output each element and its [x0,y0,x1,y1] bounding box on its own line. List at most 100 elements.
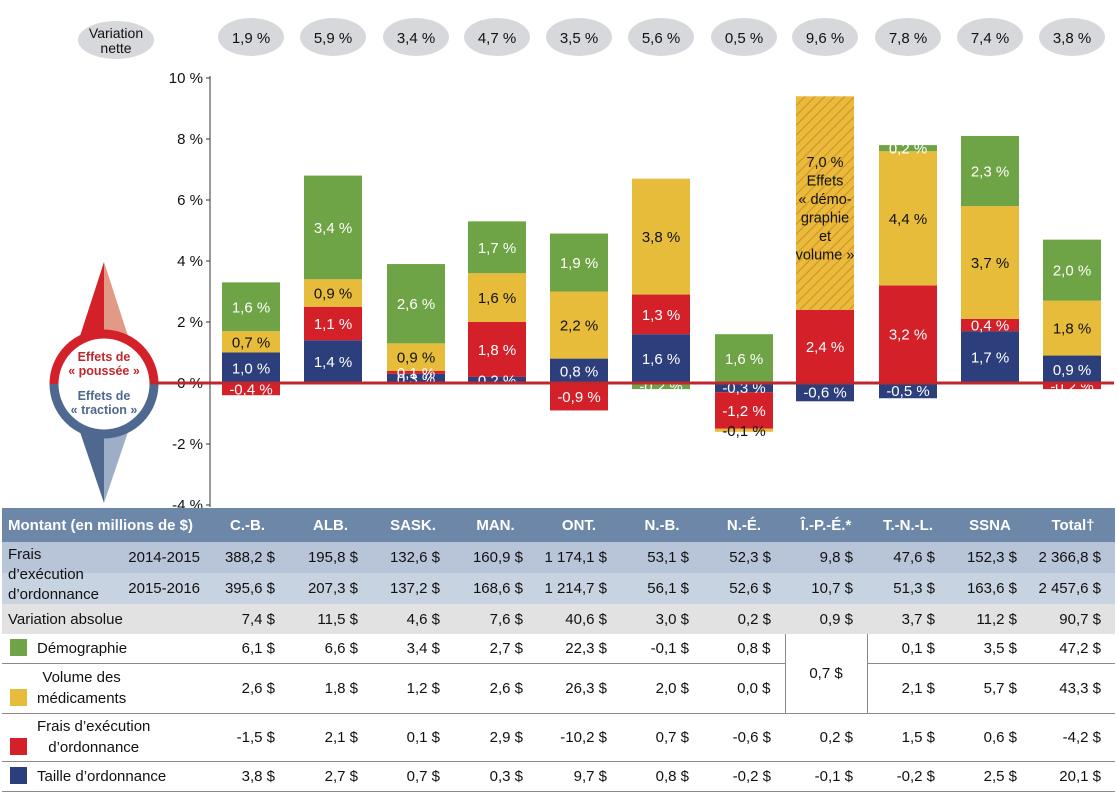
bar-label-demographics: 3,4 % [314,220,352,237]
fee-value: 1 214,7 $ [537,573,621,604]
compass-push-arc [49,329,159,385]
push-label: « poussée » [68,364,140,378]
bar-label-dispensing_fee: -1,2 % [722,403,765,420]
absolute-change-value: 0,2 $ [703,604,785,634]
bar-segment-prescription_size [304,340,362,383]
net-change-pill [957,18,1023,56]
bar-label-dispensing_fee: 0,1 % [397,365,435,382]
dispensing-fee-value: -1,5 $ [206,713,289,762]
net-change-value: 9,6 % [806,30,844,47]
fee-value: 132,6 $ [372,542,454,573]
prescription-size-label: Taille d’ordonnance [2,761,206,792]
bar-label-volume: 3,8 % [642,229,680,246]
fee-value: 10,7 $ [785,573,867,604]
net-change-value: 3,8 % [1053,30,1091,47]
fee-value: 160,9 $ [454,542,537,573]
bar-label-dispensing_fee: 2,4 % [806,339,844,356]
bar-label-demographics: 1,6 % [232,299,270,316]
demographics-value: 0,8 $ [703,634,785,664]
dispensing-fee-label: Frais d’exécution d’ordonnance [2,713,206,762]
bar-segment-demographics_volume [796,96,854,310]
bar-label-demographics: 2,0 % [1053,263,1091,280]
bar-segment-dispensing_fee [632,294,690,335]
bar-segment-volume [879,151,937,286]
table-row-fees-2014: Frais d’exécution d’ordonnance 2014-2015 388… [2,542,1115,603]
dispensing-fee-value: 1,5 $ [867,713,949,762]
header-jurisdiction: Î.-P.-É.* [785,508,867,542]
bar-segment-volume [222,331,280,353]
legend-label: Frais d’exécution d’ordonnance [37,718,151,756]
push-label: Effets de [78,350,131,364]
bar-segment-dispensing_fee [1043,383,1101,390]
fee-value: 207,3 $ [289,573,372,604]
bar-segment-dispensing_fee [715,392,773,429]
volume-value: 26,3 $ [537,663,621,714]
bar-segment-demographics [387,264,445,344]
absolute-change-value: 40,6 $ [537,604,621,634]
demographics-value: 3,4 $ [372,634,454,664]
bar-segment-volume [550,291,608,359]
combined-effect-label: 7,0 % [806,155,843,171]
fee-value: 1 174,1 $ [537,542,621,573]
absolute-change-value: 3,7 $ [867,604,949,634]
bar-segment-volume [387,343,445,371]
bar-label-volume: 4,4 % [889,211,927,228]
fee-value: 395,6 $ [206,573,289,604]
volume-value: 2,1 $ [867,663,949,714]
header-jurisdiction: ALB. [289,508,372,542]
compass-up-right [104,262,128,336]
bar-segment-prescription_size [632,334,690,383]
demographics-value: 6,6 $ [289,634,372,664]
fee-value: 51,3 $ [867,573,949,604]
legend-swatch [10,638,27,656]
fees-row-label: Frais d’exécution d’ordonnance 2014-2015 [2,542,206,603]
bars [222,96,1101,432]
bar-segment-demographics [1043,239,1101,301]
bar-label-volume: 1,8 % [1053,321,1091,338]
fiscal-year: 2015-2016 [128,580,200,597]
net-change-value: 3,4 % [397,30,435,47]
bar-segment-dispensing_fee [387,370,445,374]
amount-table: Montant (en millions de $) C.-B. ALB. SASK.… [2,508,1115,792]
prescription-size-value: 2,5 $ [949,761,1031,792]
dispensing-fee-value: 0,7 $ [621,713,703,762]
bar-label-prescription_size: -0,6 % [803,385,846,402]
legend-swatch [10,689,27,706]
volume-label: Volume des médicaments [2,663,206,714]
bar-label-dispensing_fee: 1,8 % [478,342,516,359]
fee-value: 163,6 $ [949,573,1031,604]
prescription-size-value: -0,2 $ [703,761,785,792]
bar-segment-demographics [715,334,773,383]
fee-value: 152,3 $ [949,542,1031,573]
absolute-change-value: 0,9 $ [785,604,867,634]
demographics-value: 3,5 $ [949,634,1031,664]
header-jurisdiction: SSNA [949,508,1031,542]
bar-segment-prescription_size [468,376,526,383]
bar-label-prescription_size: 1,0 % [232,360,270,377]
combined-effect-label: et [819,229,831,245]
prescription-size-value: 3,8 $ [206,761,289,792]
bar-label-dispensing_fee: -0,9 % [557,389,600,406]
bar-segment-prescription_size [879,383,937,399]
absolute-change-value: 7,4 $ [206,604,289,634]
net-change-pill [711,18,777,56]
bar-segment-volume [715,428,773,432]
fees-label: Frais d’exécution d’ordonnance [8,545,99,605]
bar-segment-volume [1043,300,1101,356]
bar-label-prescription_size: 0,8 % [560,363,598,380]
bar-label-dispensing_fee: -0,4 % [229,382,272,399]
bar-segment-prescription_size [222,352,280,383]
net-change-value: 1,9 % [232,30,270,47]
fees-label-line: d’ordonnance [8,586,99,603]
dispensing-fee-value: 2,9 $ [454,713,537,762]
legend-label: Taille d’ordonnance [37,767,167,785]
header-jurisdiction: SASK. [372,508,454,542]
fees-label-line: Frais [8,546,42,563]
compass-down-left [80,432,104,503]
absolute-change-value: 90,7 $ [1031,604,1115,634]
bar-label-volume: 2,2 % [560,318,598,335]
absolute-change-value: 3,0 $ [621,604,703,634]
pull-label: « traction » [71,403,138,417]
fee-value: 56,1 $ [621,573,703,604]
